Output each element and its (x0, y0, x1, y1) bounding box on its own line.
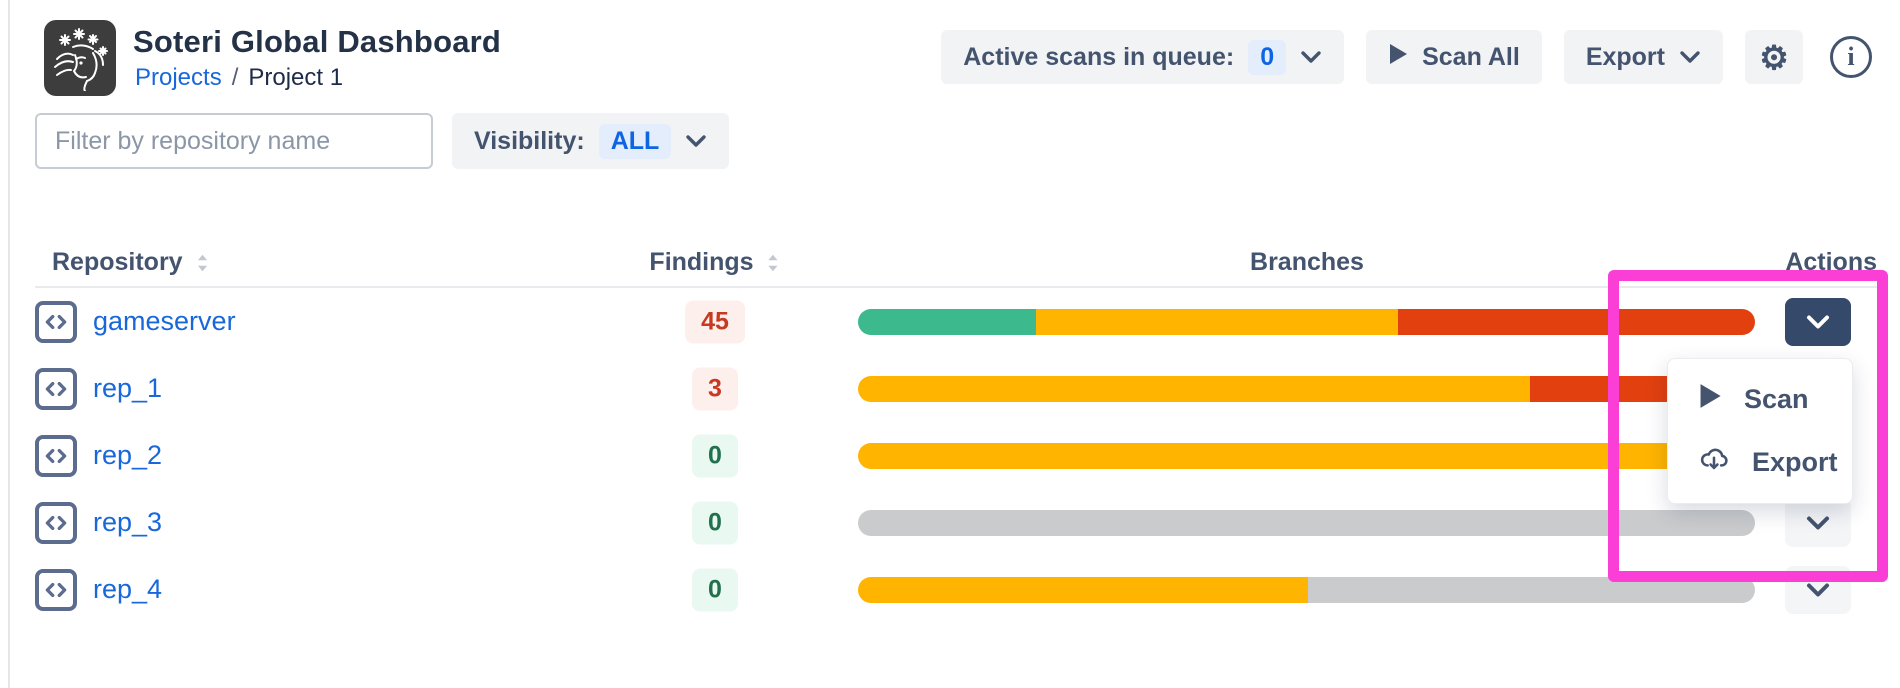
breadcrumb-projects-link[interactable]: Projects (135, 64, 222, 91)
repository-cell: rep_4 (35, 556, 162, 623)
repository-filter-input[interactable] (35, 113, 433, 169)
export-label: Export (1585, 42, 1665, 71)
sort-icon (197, 254, 207, 271)
visibility-filter-button[interactable]: Visibility: ALL (452, 113, 730, 169)
row-actions-dropdown-button[interactable] (1785, 297, 1851, 346)
table-row-rep-4: rep_4 0 (0, 556, 1900, 623)
column-header-repository[interactable]: Repository (52, 240, 210, 285)
menu-item-export[interactable]: Export (1668, 434, 1852, 492)
code-repository-icon (35, 367, 77, 410)
column-header-findings[interactable]: Findings (649, 240, 780, 285)
active-scans-queue-button[interactable]: Active scans in queue: 0 (941, 30, 1345, 84)
scan-all-button[interactable]: Scan All (1366, 30, 1542, 84)
repository-cell: gameserver (35, 288, 236, 355)
branches-status-bar (858, 576, 1755, 603)
hair-waves (54, 44, 104, 76)
window-left-edge (8, 0, 10, 688)
branch-segment-yellow (858, 375, 1530, 402)
chevron-down-icon (1806, 582, 1830, 597)
breadcrumb-separator: / (231, 64, 239, 91)
row-actions-dropdown-button[interactable] (1785, 565, 1851, 614)
actions-header-label: Actions (1785, 248, 1877, 276)
actions-dropdown-menu: Scan Export (1667, 358, 1853, 504)
repository-link[interactable]: gameserver (93, 306, 236, 336)
breadcrumb: Projects / Project 1 (135, 64, 343, 92)
code-repository-icon (35, 501, 77, 544)
table-header-divider (35, 286, 1877, 288)
chevron-down-icon (1679, 49, 1701, 65)
table-row-rep-2: rep_2 0 (0, 422, 1900, 489)
code-repository-icon (35, 568, 77, 611)
queue-count-badge: 0 (1248, 39, 1287, 75)
findings-count-badge: 45 (685, 300, 745, 343)
branch-segment-gray (1308, 576, 1755, 603)
cloud-download-icon (1698, 445, 1730, 480)
table-row-rep-1: rep_1 3 (0, 355, 1900, 422)
branches-header-label: Branches (1250, 248, 1364, 276)
findings-count-badge: 3 (692, 367, 738, 410)
findings-count-badge: 0 (692, 501, 738, 544)
header-actions: Active scans in queue: 0 Scan All Export… (941, 30, 1877, 84)
branch-segment-yellow (858, 576, 1309, 603)
repository-cell: rep_1 (35, 355, 162, 422)
chevron-down-icon (1806, 515, 1830, 530)
export-button[interactable]: Export (1563, 30, 1723, 84)
repository-cell: rep_3 (35, 489, 162, 556)
flower-stars (59, 28, 108, 56)
branch-segment-gray (858, 509, 1755, 536)
chevron-down-icon (1806, 314, 1830, 329)
branches-status-bar (858, 442, 1755, 469)
code-repository-icon (35, 434, 77, 477)
menu-item-export-label: Export (1752, 447, 1838, 478)
breadcrumb-current: Project 1 (248, 64, 344, 91)
menu-item-scan-label: Scan (1744, 383, 1809, 414)
repository-cell: rep_2 (35, 422, 162, 489)
repository-link[interactable]: rep_3 (93, 507, 163, 537)
findings-count-badge: 0 (692, 568, 738, 611)
table-row-gameserver: gameserver 45 (0, 288, 1900, 355)
repository-header-label: Repository (52, 248, 183, 276)
column-header-actions: Actions (1785, 240, 1877, 285)
repository-link[interactable]: rep_4 (93, 574, 163, 604)
settings-button[interactable]: ⚙ (1745, 30, 1803, 84)
visibility-label: Visibility: (474, 126, 585, 155)
branch-segment-red (1397, 308, 1755, 335)
soteri-logo (44, 20, 116, 96)
info-icon: i (1830, 36, 1872, 78)
branches-status-bar (858, 308, 1755, 335)
branches-status-bar (858, 509, 1755, 536)
sort-icon (768, 254, 778, 271)
row-actions-dropdown-button[interactable] (1785, 498, 1851, 547)
column-header-branches: Branches (1250, 240, 1364, 285)
face-lines (72, 52, 98, 91)
gear-icon: ⚙ (1759, 38, 1789, 76)
chevron-down-icon (685, 133, 707, 149)
face-with-flowers-art (54, 28, 108, 91)
chevron-down-icon (1300, 49, 1322, 65)
findings-count-badge: 0 (692, 434, 738, 477)
findings-header-label: Findings (649, 248, 754, 276)
repository-link[interactable]: rep_2 (93, 440, 163, 470)
branch-segment-yellow (858, 442, 1755, 469)
code-repository-icon (35, 300, 77, 343)
table-row-rep-3: rep_3 0 (0, 489, 1900, 556)
menu-item-scan[interactable]: Scan (1668, 370, 1852, 428)
repository-table-body: gameserver 45 rep_1 3 rep_2 (0, 288, 1900, 623)
queue-label: Active scans in queue: (963, 42, 1235, 71)
table-header-row: Repository Findings Branches Actions (0, 240, 1900, 285)
branches-status-bar (858, 375, 1755, 402)
scan-all-label: Scan All (1422, 42, 1520, 71)
branch-segment-yellow (1035, 308, 1398, 335)
info-button[interactable]: i (1825, 30, 1877, 84)
page-title: Soteri Global Dashboard (133, 24, 502, 59)
visibility-value-badge: ALL (598, 123, 672, 159)
play-icon (1698, 383, 1722, 416)
repository-link[interactable]: rep_1 (93, 373, 163, 403)
play-icon (1388, 43, 1408, 72)
branch-segment-green (858, 308, 1036, 335)
